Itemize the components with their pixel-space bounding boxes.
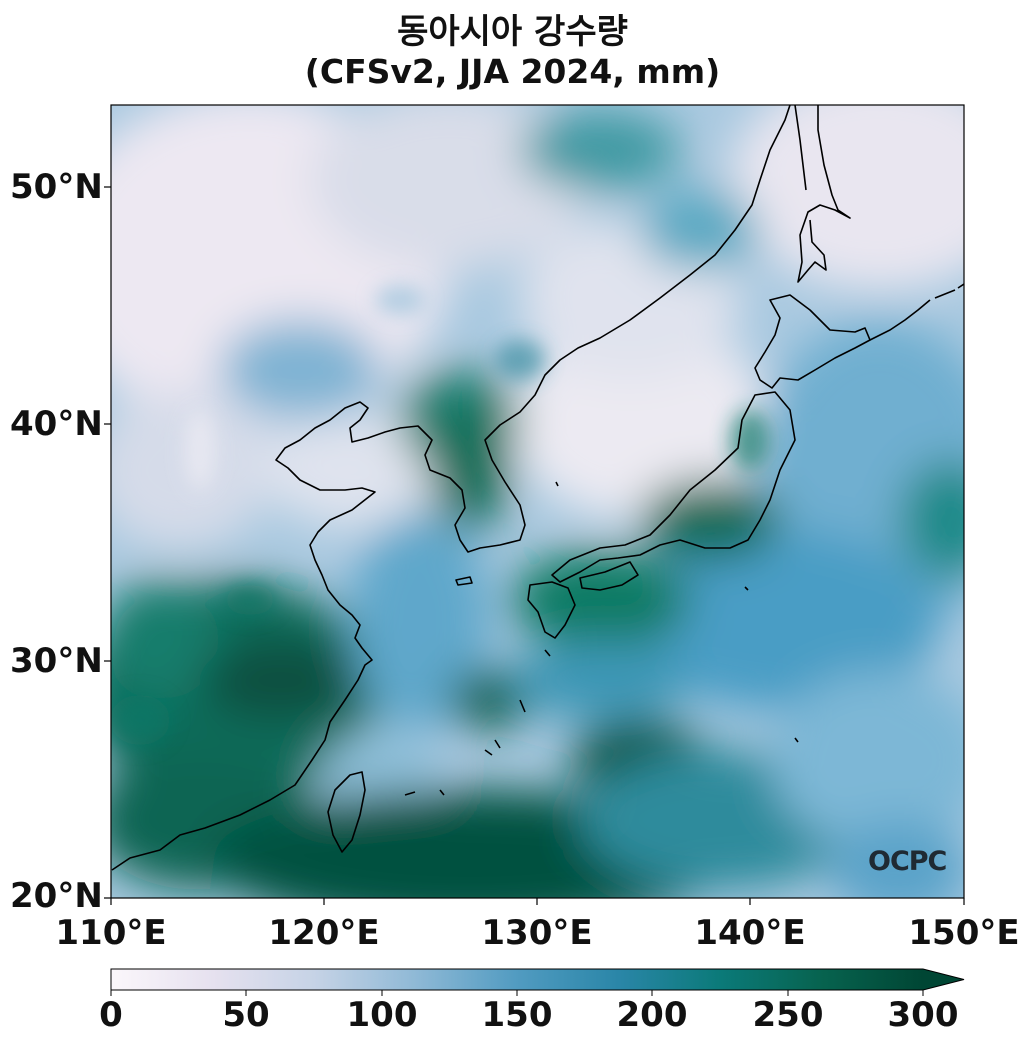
colorbar-extend-arrow bbox=[923, 969, 964, 990]
colorbar-label-300: 300 bbox=[887, 995, 959, 1035]
lat-label-40n: 40°N bbox=[10, 404, 103, 444]
colorbar-gradient bbox=[111, 969, 923, 990]
colorbar-label-100: 100 bbox=[346, 995, 418, 1035]
coastlines bbox=[111, 105, 964, 871]
precipitation-field bbox=[111, 105, 964, 898]
colorbar-label-150: 150 bbox=[481, 995, 553, 1035]
colorbar-label-0: 0 bbox=[99, 995, 123, 1035]
colorbar bbox=[110, 968, 965, 996]
lat-label-30n: 30°N bbox=[10, 641, 103, 681]
axis-ticks bbox=[104, 186, 965, 905]
lon-label-120e: 120°E bbox=[268, 913, 380, 953]
map-title: 동아시아 강수량 bbox=[397, 12, 628, 52]
colorbar-ticks bbox=[110, 990, 924, 996]
lon-label-110e: 110°E bbox=[55, 913, 167, 953]
colorbar-outline bbox=[110, 968, 965, 991]
map-subtitle: (CFSv2, JJA 2024, mm) bbox=[304, 52, 721, 91]
lon-label-130e: 130°E bbox=[481, 913, 593, 953]
lon-label-150e: 150°E bbox=[908, 913, 1020, 953]
colorbar-label-200: 200 bbox=[616, 995, 688, 1035]
lon-label-140e: 140°E bbox=[694, 913, 806, 953]
lat-label-20n: 20°N bbox=[10, 876, 103, 916]
colorbar-label-250: 250 bbox=[752, 995, 824, 1035]
colorbar-label-50: 50 bbox=[222, 995, 270, 1035]
lat-label-50n: 50°N bbox=[10, 167, 103, 207]
ocpc-logo: OCPC bbox=[868, 846, 947, 877]
